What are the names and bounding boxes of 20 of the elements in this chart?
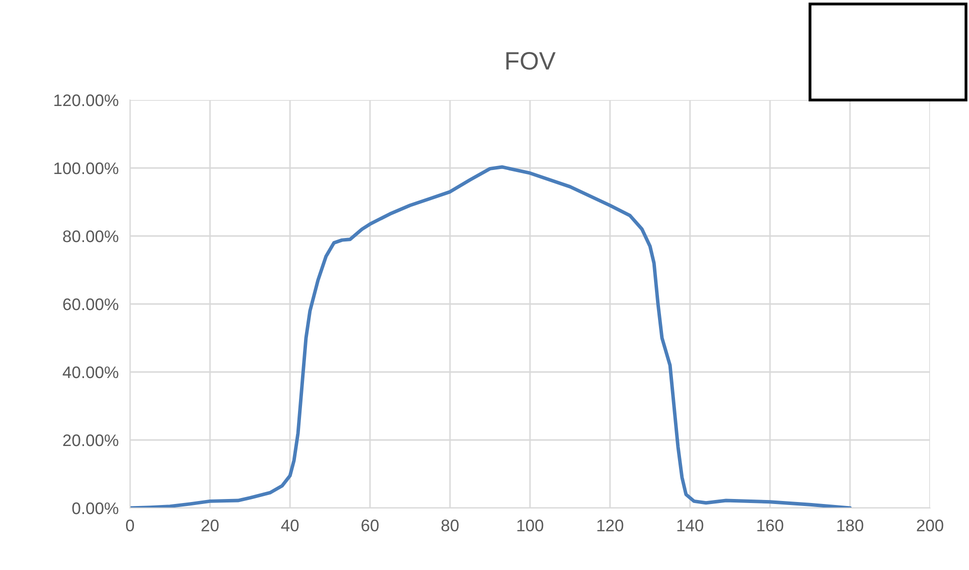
y-tick-label: 0.00% [72, 502, 118, 514]
line-series [130, 165, 852, 508]
x-tick-label: 60 [362, 520, 379, 532]
x-tick-label: 180 [837, 520, 864, 532]
y-tick-label: 40.00% [62, 366, 118, 378]
x-tick-label: 80 [441, 520, 459, 532]
y-tick-label: 100.00% [54, 162, 118, 174]
x-tick-label: 120 [597, 520, 624, 532]
x-tick-label: 200 [916, 520, 944, 532]
x-tick-label: 20 [202, 520, 219, 532]
y-tick-label: 60.00% [63, 298, 118, 310]
y-tick-label: 120.00% [54, 94, 118, 106]
chart-title: FOV [506, 52, 556, 70]
y-tick-label: 20.00% [63, 434, 118, 446]
x-tick-label: 140 [677, 520, 704, 532]
y-tick-label: 80.00% [63, 230, 118, 242]
x-tick-label: 100 [517, 520, 544, 532]
x-tick-label: 160 [757, 520, 784, 532]
x-tick-label: 40 [281, 520, 299, 532]
x-tick-label: 0 [126, 520, 134, 532]
